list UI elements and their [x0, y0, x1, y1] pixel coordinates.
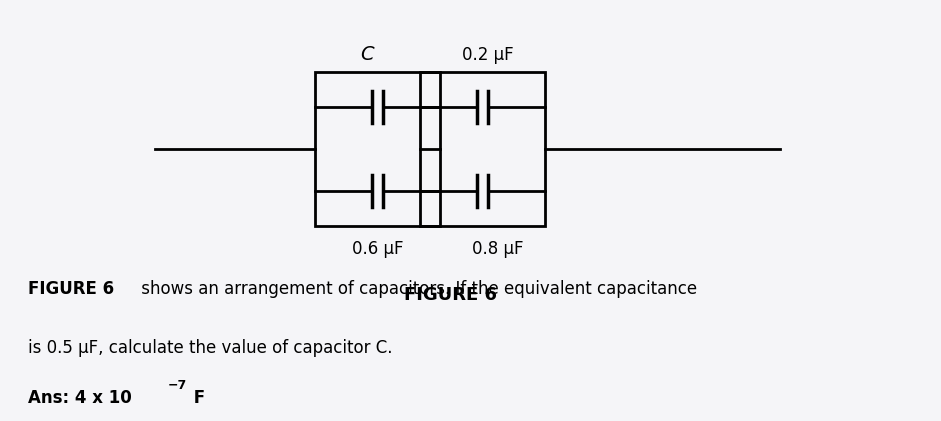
Text: −7: −7	[167, 379, 186, 392]
Text: FIGURE 6: FIGURE 6	[404, 287, 497, 304]
Text: is 0.5 μF, calculate the value of capacitor C.: is 0.5 μF, calculate the value of capaci…	[28, 339, 392, 357]
Bar	[315, 72, 440, 226]
Text: 0.2 μF: 0.2 μF	[462, 45, 513, 64]
Text: 0.6 μF: 0.6 μF	[352, 240, 404, 258]
Text: FIGURE 6: FIGURE 6	[28, 280, 115, 298]
Text: 0.8 μF: 0.8 μF	[471, 240, 523, 258]
Bar	[420, 72, 545, 226]
Text: F: F	[188, 389, 205, 408]
Text: $C$: $C$	[359, 45, 375, 64]
Text: shows an arrangement of capacitors. If the equivalent capacitance: shows an arrangement of capacitors. If t…	[136, 280, 697, 298]
Text: Ans: 4 x 10: Ans: 4 x 10	[28, 389, 132, 408]
